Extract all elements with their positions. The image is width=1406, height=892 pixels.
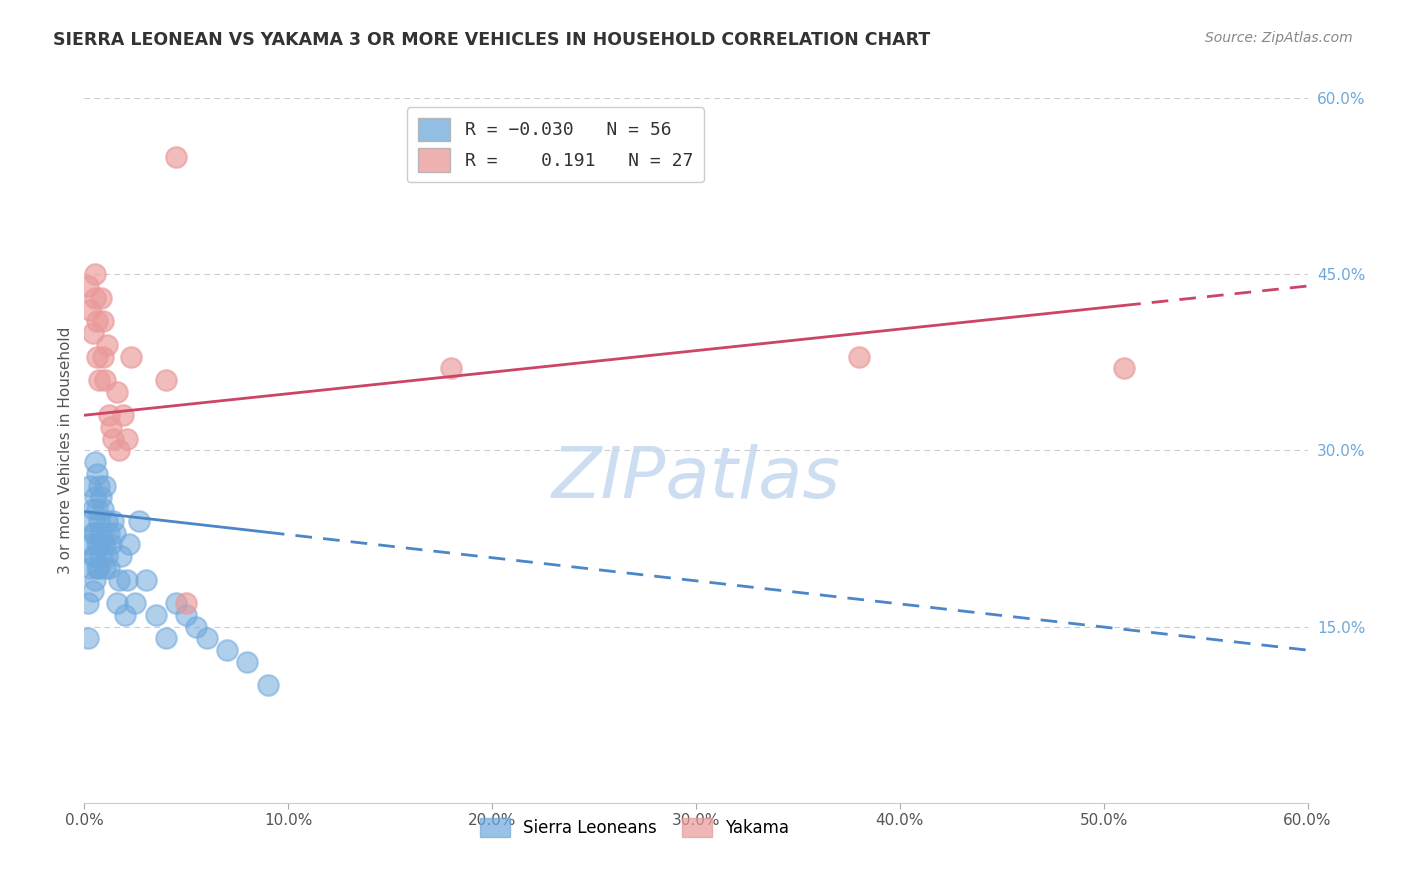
Point (128, 514, 150, 528)
Point (86, 314, 108, 328)
Point (87, 514, 110, 528)
Point (104, 525, 127, 540)
Point (124, 596, 146, 610)
Point (82, 525, 104, 540)
Point (93, 373, 115, 387)
Point (186, 619, 208, 633)
Point (91, 314, 114, 328)
Point (108, 443, 131, 458)
Point (79, 302, 101, 317)
Point (108, 573, 131, 587)
Text: ZIPatlas: ZIPatlas (551, 444, 841, 513)
Point (79, 514, 101, 528)
Point (97, 408, 120, 422)
Point (82, 584, 104, 599)
Point (82, 549, 104, 564)
Point (101, 514, 124, 528)
Point (83, 573, 105, 587)
Point (112, 408, 135, 422)
Point (155, 373, 177, 387)
Point (105, 384, 128, 399)
Point (87, 373, 110, 387)
Point (165, 150, 187, 164)
Point (87, 561, 110, 575)
Point (115, 573, 138, 587)
Point (77, 596, 100, 610)
Point (86, 561, 108, 575)
Point (90, 491, 112, 505)
Point (135, 573, 157, 587)
Point (848, 350, 870, 364)
Point (97, 561, 120, 575)
Point (93, 537, 115, 551)
Point (77, 632, 100, 646)
Point (93, 478, 115, 492)
Point (236, 655, 259, 669)
Text: Source: ZipAtlas.com: Source: ZipAtlas.com (1205, 31, 1353, 45)
Point (105, 596, 128, 610)
Point (83, 268, 105, 282)
Point (440, 361, 463, 376)
Point (165, 596, 187, 610)
Point (1114, 361, 1136, 376)
Point (77, 279, 100, 293)
Point (91, 537, 114, 551)
Point (217, 643, 239, 657)
Point (174, 607, 197, 622)
Point (114, 607, 136, 622)
Point (83, 549, 105, 564)
Point (115, 432, 138, 446)
Point (96, 549, 118, 564)
Point (91, 350, 114, 364)
Point (79, 478, 101, 492)
Point (83, 491, 105, 505)
Point (82, 326, 104, 340)
Point (90, 549, 112, 564)
Point (120, 350, 142, 364)
Point (155, 632, 177, 646)
Legend: Sierra Leoneans, Yakama: Sierra Leoneans, Yakama (474, 811, 796, 844)
Y-axis label: 3 or more Vehicles in Household: 3 or more Vehicles in Household (58, 326, 73, 574)
Point (110, 549, 132, 564)
Point (118, 537, 141, 551)
Point (101, 432, 124, 446)
Point (90, 291, 112, 305)
Point (83, 291, 105, 305)
Point (86, 537, 108, 551)
Point (100, 537, 122, 551)
Point (79, 537, 101, 551)
Point (195, 632, 218, 646)
Point (90, 525, 112, 540)
Point (86, 350, 108, 364)
Point (100, 420, 122, 434)
Point (257, 678, 280, 692)
Point (145, 607, 167, 622)
Point (96, 337, 118, 351)
Point (79, 561, 101, 575)
Point (87, 478, 110, 492)
Point (91, 502, 114, 516)
Point (86, 502, 108, 516)
Point (97, 525, 120, 540)
Point (87, 537, 110, 551)
Point (83, 455, 105, 469)
Point (93, 561, 115, 575)
Point (96, 514, 118, 528)
Point (86, 467, 108, 481)
Text: SIERRA LEONEAN VS YAKAMA 3 OR MORE VEHICLES IN HOUSEHOLD CORRELATION CHART: SIERRA LEONEAN VS YAKAMA 3 OR MORE VEHIC… (53, 31, 931, 49)
Point (82, 502, 104, 516)
Point (174, 596, 197, 610)
Point (83, 525, 105, 540)
